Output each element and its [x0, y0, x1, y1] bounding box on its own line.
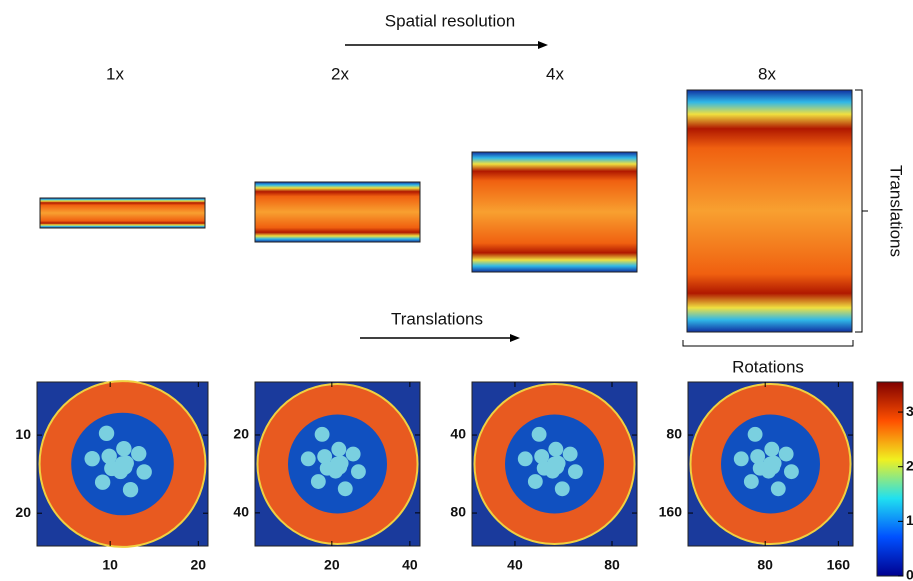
- y-tick-label: 10: [15, 426, 31, 442]
- grain: [562, 446, 578, 462]
- y-tick-label: 40: [233, 504, 249, 520]
- column-label: 1x: [106, 64, 124, 83]
- colorbar: [876, 381, 904, 577]
- grain: [131, 445, 147, 462]
- grain: [517, 451, 533, 467]
- column-label: 2x: [331, 64, 349, 83]
- grain: [747, 426, 763, 442]
- grain: [750, 449, 766, 464]
- y-tick-label: 80: [450, 504, 466, 520]
- sinogram: [471, 151, 638, 273]
- grain: [778, 446, 794, 462]
- grain: [136, 464, 152, 480]
- x-tick-label: 20: [324, 557, 340, 573]
- grain: [783, 464, 799, 480]
- y-tick-label: 80: [666, 426, 682, 442]
- grain: [567, 464, 583, 480]
- grain: [94, 474, 111, 490]
- x-tick-label: 160: [827, 557, 851, 573]
- x-tick-label: 80: [604, 557, 620, 573]
- sinogram: [686, 89, 853, 333]
- grain: [317, 449, 333, 464]
- x-tick-label: 40: [507, 557, 523, 573]
- colorbar-tick-label: 0: [906, 567, 913, 581]
- grain: [743, 474, 759, 489]
- grain: [764, 441, 780, 457]
- grain: [118, 455, 134, 471]
- grain: [333, 455, 349, 471]
- grain: [531, 426, 547, 442]
- title: Spatial resolution: [385, 11, 515, 30]
- colorbar-tick-label: 20: [906, 457, 913, 473]
- grain: [98, 425, 115, 441]
- y-tick-label: 20: [233, 426, 249, 442]
- grain: [766, 455, 782, 471]
- grain: [122, 482, 139, 498]
- bracket: [855, 89, 868, 333]
- y-tick-label: 20: [15, 504, 31, 520]
- column-label: 8x: [758, 64, 776, 83]
- grain: [733, 451, 749, 467]
- x-tick-label: 40: [402, 557, 418, 573]
- grain: [337, 481, 353, 497]
- y-tick-label: 160: [659, 504, 683, 520]
- grain: [331, 441, 347, 457]
- arrow-head: [538, 41, 548, 49]
- grain: [770, 481, 786, 497]
- x-tick-label: 20: [191, 557, 207, 573]
- subtitle: Translations: [391, 309, 483, 328]
- sinogram-axis-label: Translations: [887, 165, 906, 257]
- sinogram-axis-label: Rotations: [732, 357, 804, 376]
- x-tick-label: 10: [102, 557, 118, 573]
- arrow-head: [510, 334, 520, 342]
- grain: [548, 441, 564, 457]
- grain: [314, 426, 330, 442]
- grain: [101, 448, 117, 464]
- y-tick-label: 40: [450, 426, 466, 442]
- colorbar-tick-label: 10: [906, 512, 913, 528]
- colorbar-tick-label: 30: [906, 403, 913, 419]
- sinogram: [39, 197, 206, 229]
- column-label: 4x: [546, 64, 564, 83]
- grain: [84, 450, 100, 467]
- bracket: [682, 340, 854, 347]
- grain: [550, 455, 566, 471]
- grain: [310, 474, 326, 489]
- x-tick-label: 80: [757, 557, 773, 573]
- grain: [554, 481, 570, 497]
- sinogram: [254, 181, 421, 243]
- grain: [350, 464, 366, 480]
- grain: [534, 449, 550, 464]
- grain: [527, 474, 543, 489]
- grain: [345, 446, 361, 462]
- grain: [300, 451, 316, 467]
- grain: [116, 440, 132, 457]
